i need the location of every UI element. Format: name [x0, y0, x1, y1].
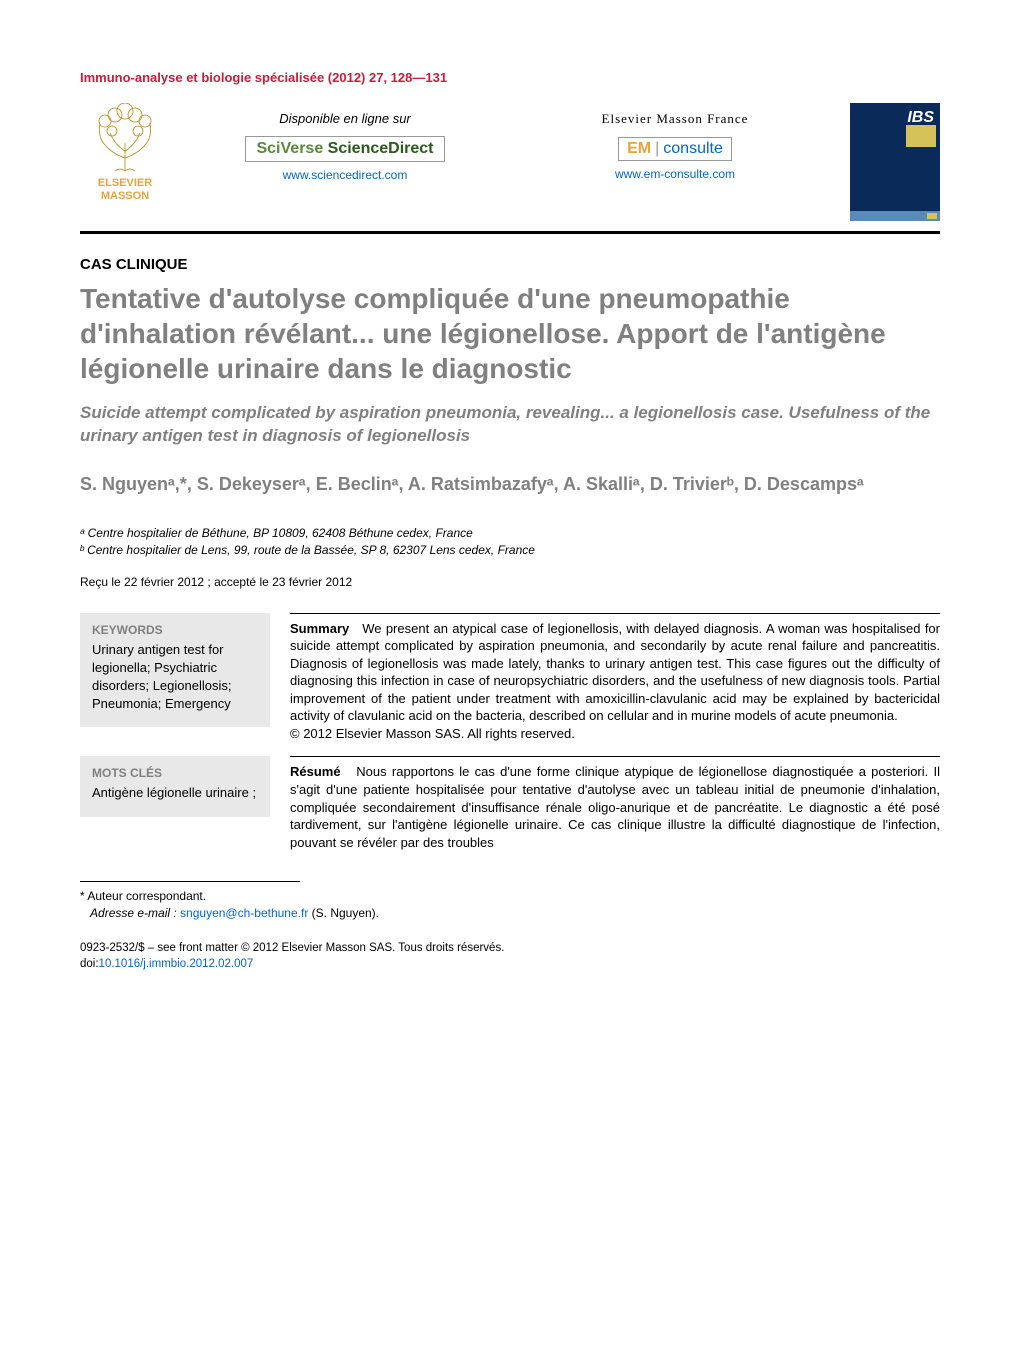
corresponding-author-footnote: * Auteur correspondant. Adresse e-mail :… — [80, 888, 940, 922]
elsevier-label-2: MASSON — [98, 190, 152, 203]
affiliation-a: ᵃ Centre hospitalier de Béthune, BP 1080… — [80, 525, 940, 542]
em-consulte-block: Elsevier Masson France EM|consulte www.e… — [520, 103, 830, 181]
resume-row: MOTS CLÉS Antigène légionelle urinaire ;… — [80, 756, 940, 851]
sciencedirect-url[interactable]: www.sciencedirect.com — [190, 168, 500, 182]
keywords-fr-heading: MOTS CLÉS — [92, 766, 258, 780]
summary-row: KEYWORDS Urinary antigen test for legion… — [80, 613, 940, 743]
sciverse-logo: SciVerse ScienceDirect — [245, 136, 444, 162]
summary-text: Summary We present an atypical case of l… — [290, 613, 940, 743]
article-title: Tentative d'autolyse compliquée d'une pn… — [80, 281, 940, 386]
doi-link[interactable]: 10.1016/j.immbio.2012.02.007 — [99, 958, 254, 970]
elsevier-tree-icon — [90, 103, 160, 173]
em-consulte-url[interactable]: www.em-consulte.com — [520, 167, 830, 181]
summary-body: We present an atypical case of legionell… — [290, 621, 940, 724]
footer: 0923-2532/$ – see front matter © 2012 El… — [80, 940, 940, 972]
corresponding-label: * Auteur correspondant. — [80, 888, 940, 905]
cover-patch-icon — [906, 125, 936, 147]
footer-copyright: 0923-2532/$ – see front matter © 2012 El… — [80, 940, 940, 956]
journal-cover-thumbnail: IBS — [850, 103, 940, 221]
article-dates: Reçu le 22 février 2012 ; accepté le 23 … — [80, 575, 940, 589]
online-label: Disponible en ligne sur — [190, 111, 500, 126]
keywords-en-heading: KEYWORDS — [92, 623, 258, 637]
em-publisher-label: Elsevier Masson France — [520, 111, 830, 127]
elsevier-label-1: ELSEVIER — [98, 177, 152, 190]
article-subtitle-en: Suicide attempt complicated by aspiratio… — [80, 402, 940, 448]
keywords-fr-list: Antigène légionelle urinaire ; — [92, 784, 258, 802]
corresponding-email[interactable]: snguyen@ch-bethune.fr — [180, 906, 308, 920]
sciencedirect-block: Disponible en ligne sur SciVerse Science… — [190, 103, 500, 182]
doi-label: doi: — [80, 958, 99, 970]
authors-list: S. Nguyenᵃ,*, S. Dekeyserᵃ, E. Beclinᵃ, … — [80, 472, 940, 497]
affiliation-b: ᵇ Centre hospitalier de Lens, 99, route … — [80, 542, 940, 559]
keywords-fr-box: MOTS CLÉS Antigène légionelle urinaire ; — [80, 756, 270, 816]
running-header: Immuno-analyse et biologie spécialisée (… — [80, 70, 940, 85]
resume-body: Nous rapportons le cas d'une forme clini… — [290, 764, 940, 849]
article-type: CAS CLINIQUE — [80, 256, 940, 273]
cover-small-icon — [927, 213, 937, 219]
sciverse-text: SciVerse — [256, 140, 327, 157]
em-divider: | — [651, 140, 663, 157]
resume-lead: Résumé — [290, 764, 341, 779]
em-text: EM — [627, 140, 651, 157]
resume-text: Résumé Nous rapportons le cas d'une form… — [290, 756, 940, 851]
elsevier-masson-logo: ELSEVIER MASSON — [80, 103, 170, 203]
keywords-en-box: KEYWORDS Urinary antigen test for legion… — [80, 613, 270, 728]
footnote-separator — [80, 881, 300, 882]
email-label: Adresse e-mail : — [90, 906, 180, 920]
consulte-text: consulte — [663, 140, 723, 157]
summary-lead: Summary — [290, 621, 349, 636]
email-author: (S. Nguyen). — [308, 906, 379, 920]
publisher-row: ELSEVIER MASSON Disponible en ligne sur … — [80, 103, 940, 234]
keywords-en-list: Urinary antigen test for legionella; Psy… — [92, 641, 258, 714]
em-consulte-logo: EM|consulte — [618, 137, 732, 161]
affiliations: ᵃ Centre hospitalier de Béthune, BP 1080… — [80, 525, 940, 559]
summary-copyright: © 2012 Elsevier Masson SAS. All rights r… — [290, 726, 575, 741]
sciencedirect-text: ScienceDirect — [328, 140, 434, 157]
